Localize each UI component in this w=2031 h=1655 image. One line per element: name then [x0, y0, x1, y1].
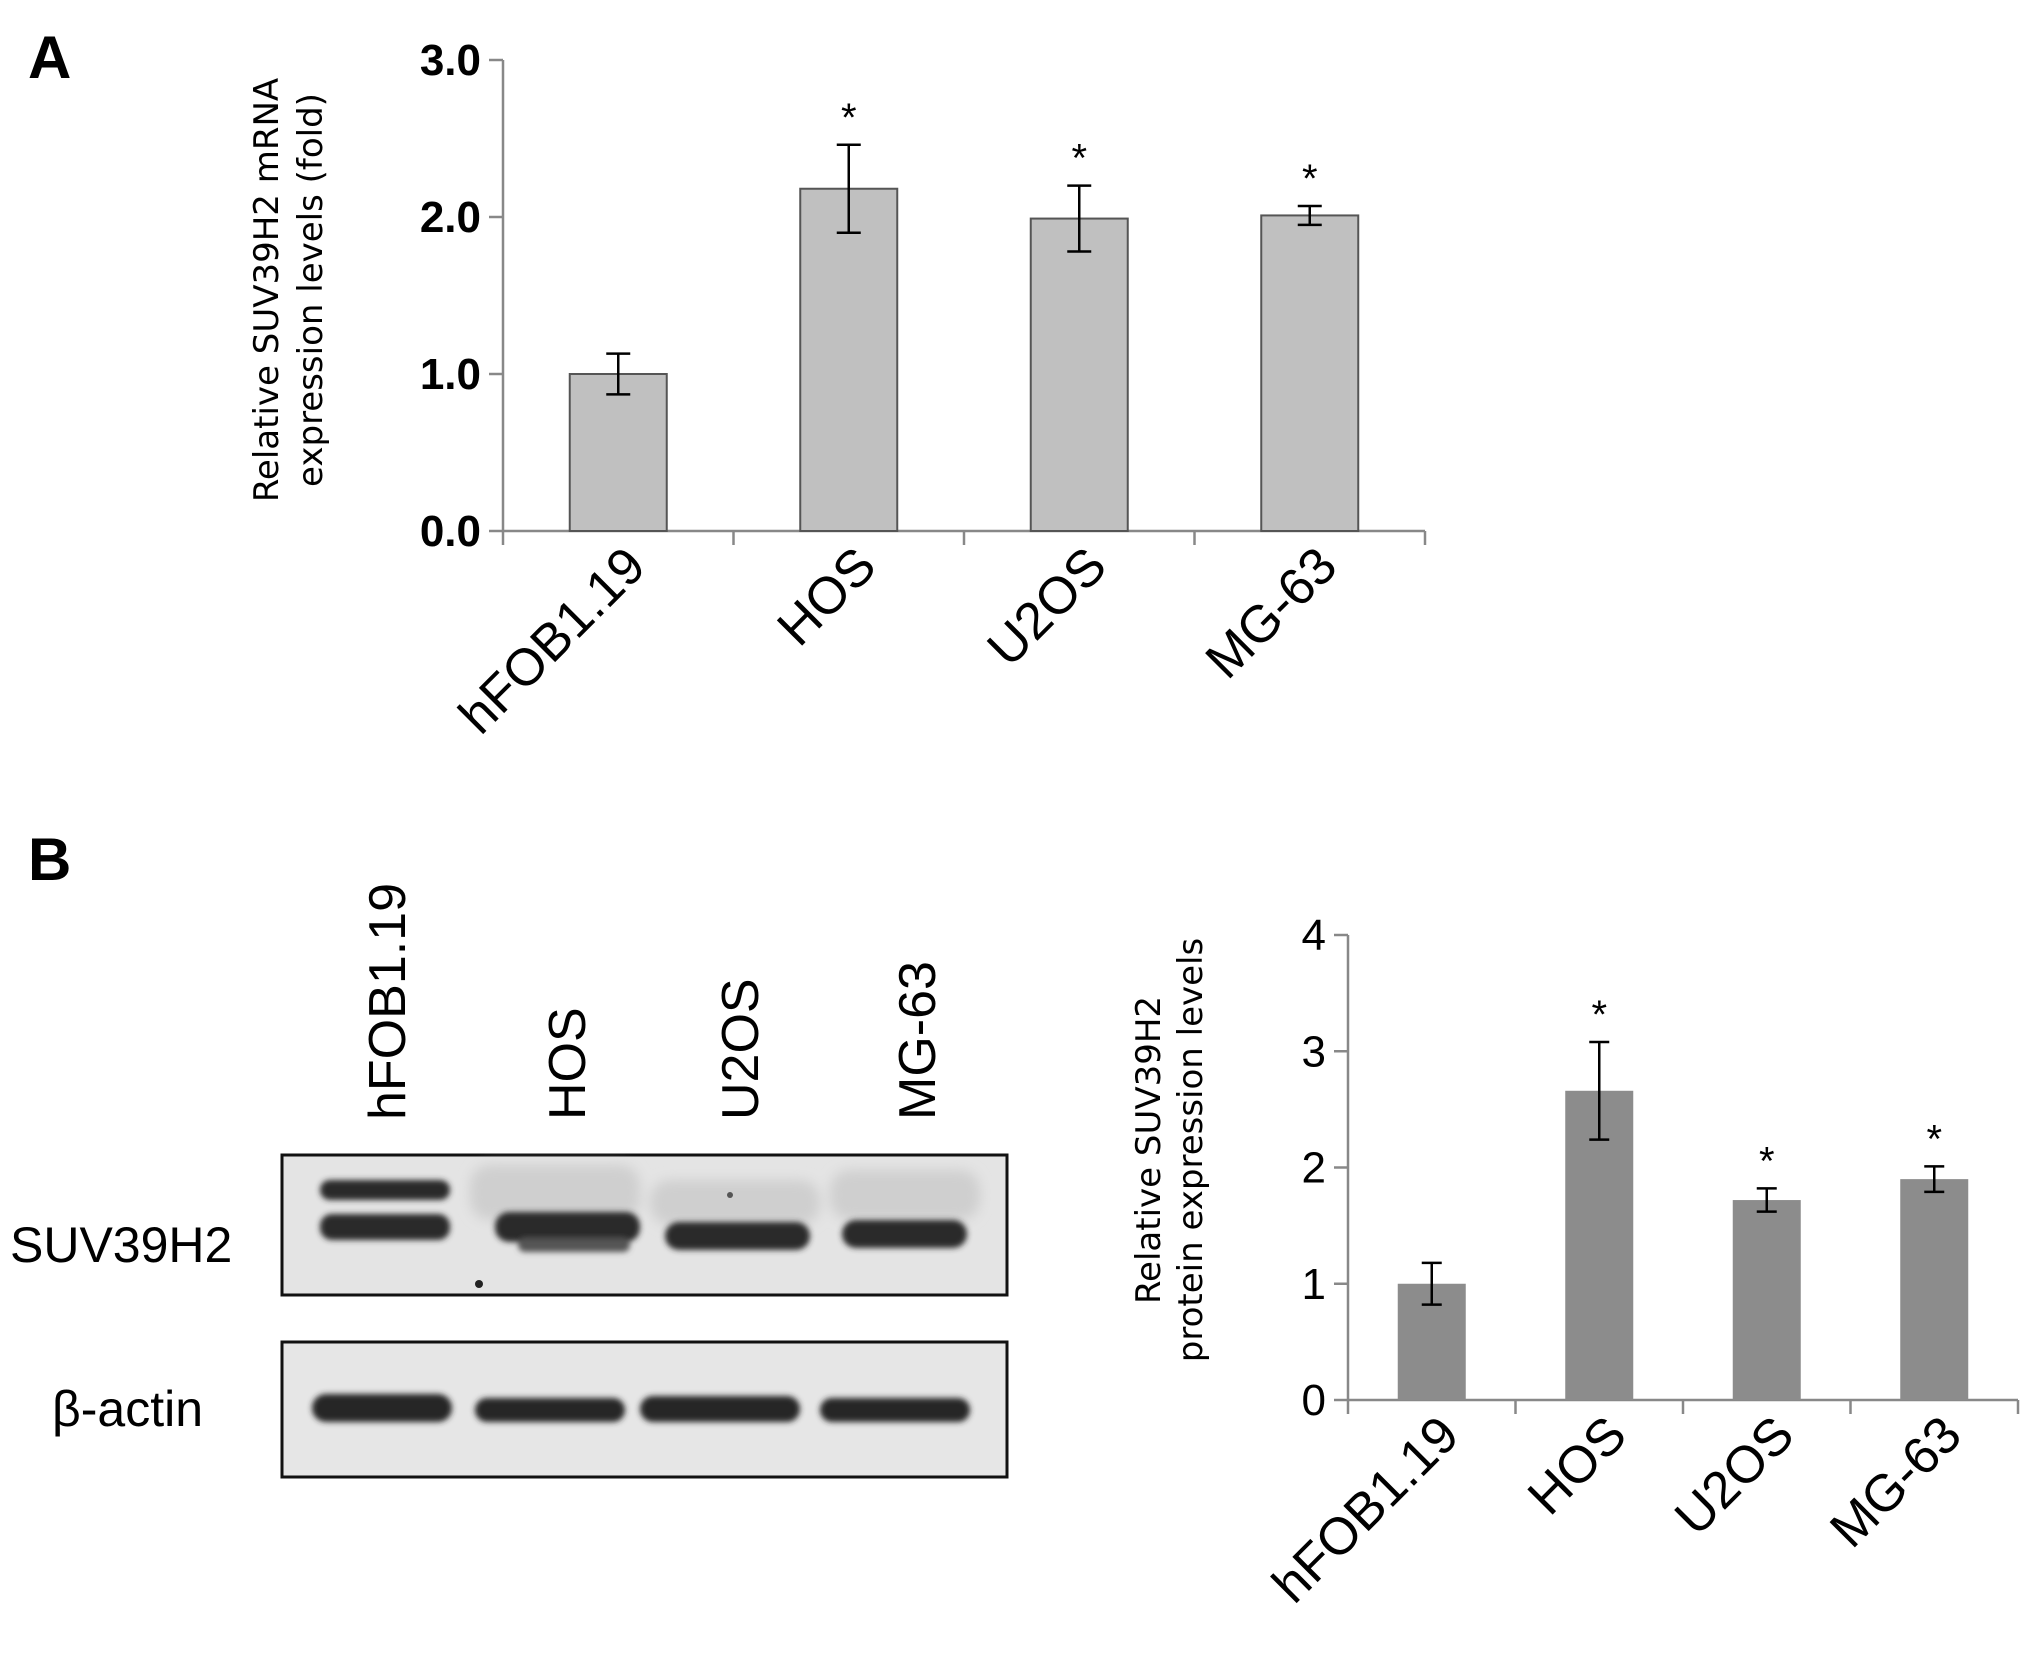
bar-u2os [1732, 1200, 1801, 1400]
significance-marker: * [1302, 157, 1318, 201]
blot-lane-label-mg63: MG-63 [889, 961, 947, 1120]
bar-hos [799, 187, 899, 533]
significance-marker: * [1071, 137, 1087, 181]
bar-u2os [1029, 217, 1129, 532]
significance-marker: * [841, 96, 857, 140]
x-category-label: HOS [767, 536, 888, 657]
x-category-label: MG-63 [1819, 1405, 1972, 1558]
y-tick-label: 3.0 [420, 36, 481, 85]
blot-strip-beta-actin [280, 1340, 1009, 1479]
y-tick-label: 2 [1302, 1144, 1326, 1193]
y-tick-label: 4 [1302, 911, 1326, 960]
chart-b-ylabel-line1: Relative SUV39H2 [1129, 996, 1169, 1304]
panel-letter-b: B [28, 826, 71, 893]
bar-mg-63 [1900, 1179, 1969, 1400]
x-category-label: HOS [1517, 1405, 1638, 1526]
x-category-label: MG-63 [1195, 536, 1348, 689]
x-category-label: U2OS [977, 536, 1118, 677]
y-tick-label: 1.0 [420, 350, 481, 399]
y-tick-label: 2.0 [420, 193, 481, 242]
bar-hfob1-19 [568, 373, 668, 532]
y-tick-label: 0.0 [420, 507, 481, 556]
x-category-label: hFOB1.19 [1262, 1405, 1471, 1614]
chart-a-ylabel-line2: expression levels (fold) [291, 93, 331, 487]
chart-b-protein: Relative SUV39H2 protein expression leve… [1129, 911, 2020, 1614]
y-tick-label: 3 [1302, 1027, 1326, 1076]
blot-lane-label-hfob: hFOB1.19 [359, 883, 417, 1120]
blot-strip-suv39h2 [280, 1153, 1009, 1297]
significance-marker: * [1759, 1139, 1775, 1183]
blot-row-label-suv39h2: SUV39H2 [10, 1217, 232, 1273]
y-tick-label: 1 [1302, 1260, 1326, 1309]
significance-marker: * [1926, 1117, 1942, 1161]
blot-lane-label-u2os: U2OS [712, 978, 770, 1120]
chart-a-mrna: Relative SUV39H2 mRNA expression levels … [247, 36, 1427, 745]
western-blot: hFOB1.19 HOS U2OS MG-63 SUV39H2 β-actin [10, 883, 1009, 1479]
blot-row-label-beta-actin: β-actin [52, 1381, 203, 1437]
x-category-label: U2OS [1664, 1405, 1805, 1546]
significance-marker: * [1591, 993, 1607, 1037]
y-tick-label: 0 [1302, 1376, 1326, 1425]
panel-letter-a: A [28, 24, 71, 91]
x-category-label: hFOB1.19 [448, 536, 657, 745]
bar-hos [1565, 1090, 1634, 1400]
blot-lane-label-hos: HOS [539, 1007, 597, 1120]
chart-b-ylabel-line2: protein expression levels [1171, 938, 1211, 1362]
chart-a-ylabel-line1: Relative SUV39H2 mRNA [247, 78, 287, 502]
bar-mg-63 [1260, 214, 1360, 532]
